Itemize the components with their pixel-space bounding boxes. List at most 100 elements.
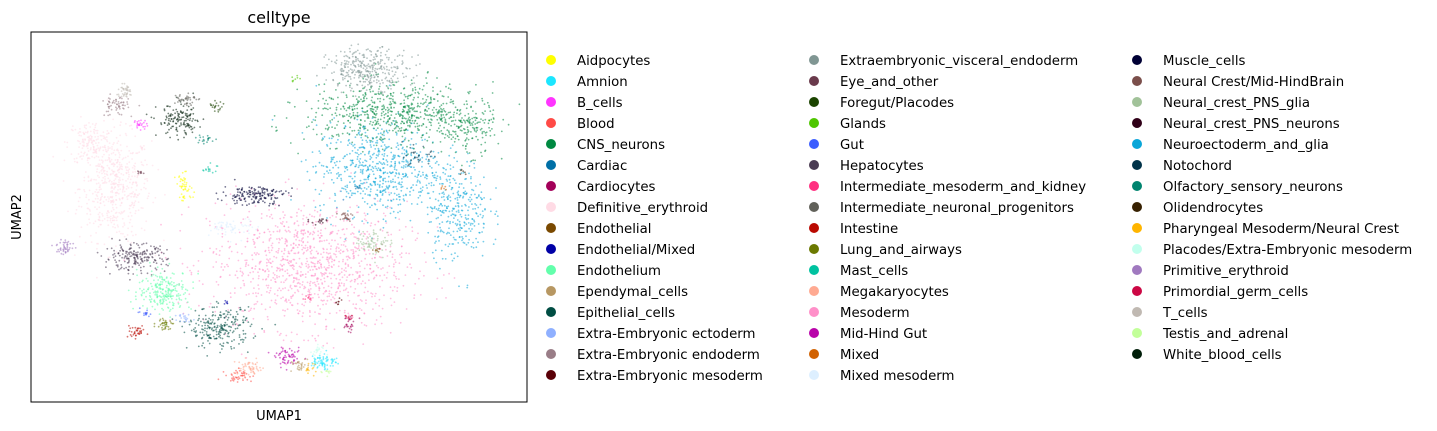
scatter-point <box>401 181 403 184</box>
scatter-point <box>310 265 313 268</box>
scatter-point <box>335 277 338 280</box>
scatter-point <box>121 217 124 220</box>
scatter-point <box>371 295 373 298</box>
scatter-point <box>457 193 460 196</box>
scatter-point <box>356 277 359 280</box>
scatter-point <box>448 185 451 187</box>
scatter-point <box>321 282 323 284</box>
scatter-point <box>474 207 477 210</box>
scatter-point <box>324 318 327 321</box>
scatter-point <box>360 89 363 92</box>
scatter-point <box>212 295 215 298</box>
scatter-point <box>278 241 280 244</box>
scatter-point <box>117 140 120 143</box>
scatter-point <box>448 272 450 275</box>
scatter-point <box>382 66 385 69</box>
scatter-point <box>432 184 435 187</box>
scatter-point <box>338 250 340 253</box>
scatter-point <box>410 132 413 134</box>
scatter-point <box>163 298 166 300</box>
scatter-point <box>122 186 125 189</box>
scatter-point <box>145 290 148 293</box>
scatter-point <box>239 287 242 289</box>
scatter-point <box>89 148 92 151</box>
scatter-point <box>83 151 86 154</box>
scatter-point <box>176 283 179 286</box>
scatter-point <box>376 169 379 172</box>
scatter-point <box>351 273 354 276</box>
scatter-point <box>447 87 450 90</box>
scatter-point <box>373 69 376 72</box>
scatter-point <box>92 222 95 225</box>
scatter-point <box>473 219 475 222</box>
scatter-point <box>464 148 467 150</box>
scatter-point <box>248 203 251 205</box>
scatter-point <box>322 251 325 254</box>
scatter-point <box>83 124 86 127</box>
scatter-point <box>465 204 467 207</box>
scatter-point <box>288 194 290 197</box>
scatter-point <box>365 139 368 142</box>
scatter-point <box>363 218 366 221</box>
scatter-point <box>317 252 319 255</box>
scatter-point <box>308 213 311 216</box>
scatter-point <box>447 205 450 208</box>
scatter-point <box>424 94 427 96</box>
scatter-point <box>220 266 223 268</box>
scatter-point <box>120 163 123 166</box>
scatter-point <box>477 215 479 218</box>
scatter-point <box>475 112 477 115</box>
scatter-point <box>101 172 103 175</box>
scatter-point <box>75 209 78 211</box>
scatter-point <box>267 194 270 197</box>
scatter-point <box>381 193 384 195</box>
scatter-point <box>112 183 115 186</box>
scatter-point <box>139 256 142 258</box>
scatter-point <box>361 84 364 87</box>
scatter-point <box>170 127 172 130</box>
scatter-point <box>246 204 248 207</box>
scatter-point <box>289 231 291 233</box>
scatter-point <box>110 158 113 161</box>
scatter-point <box>383 114 386 116</box>
scatter-point <box>141 251 144 254</box>
scatter-point <box>197 345 200 348</box>
scatter-point <box>98 188 101 191</box>
scatter-point <box>372 245 375 248</box>
scatter-point <box>269 215 271 218</box>
scatter-point <box>390 114 393 116</box>
scatter-point <box>427 107 430 110</box>
scatter-point <box>376 189 379 192</box>
scatter-point <box>302 224 305 226</box>
scatter-point <box>347 69 350 72</box>
scatter-point <box>159 291 162 293</box>
scatter-point <box>238 194 241 197</box>
scatter-point <box>459 125 462 128</box>
scatter-point <box>143 298 145 301</box>
scatter-point <box>374 223 377 226</box>
scatter-point <box>228 335 230 338</box>
scatter-point <box>374 197 376 200</box>
scatter-point <box>335 173 338 175</box>
scatter-point <box>394 102 397 105</box>
scatter-point <box>251 267 254 270</box>
scatter-point <box>388 117 391 120</box>
scatter-point <box>348 196 351 199</box>
scatter-point <box>305 257 308 260</box>
scatter-point <box>107 200 110 203</box>
scatter-point <box>401 72 404 75</box>
scatter-point <box>254 335 257 338</box>
scatter-point <box>313 293 316 295</box>
scatter-point <box>354 165 357 168</box>
scatter-point <box>378 256 381 258</box>
scatter-point <box>79 131 82 133</box>
scatter-point <box>270 198 273 201</box>
scatter-point <box>440 229 442 232</box>
scatter-point <box>301 229 304 232</box>
scatter-point <box>274 225 277 227</box>
scatter-point <box>233 292 236 294</box>
scatter-point <box>481 136 484 139</box>
scatter-point <box>110 152 113 155</box>
scatter-point <box>472 121 475 123</box>
scatter-point <box>394 259 396 261</box>
